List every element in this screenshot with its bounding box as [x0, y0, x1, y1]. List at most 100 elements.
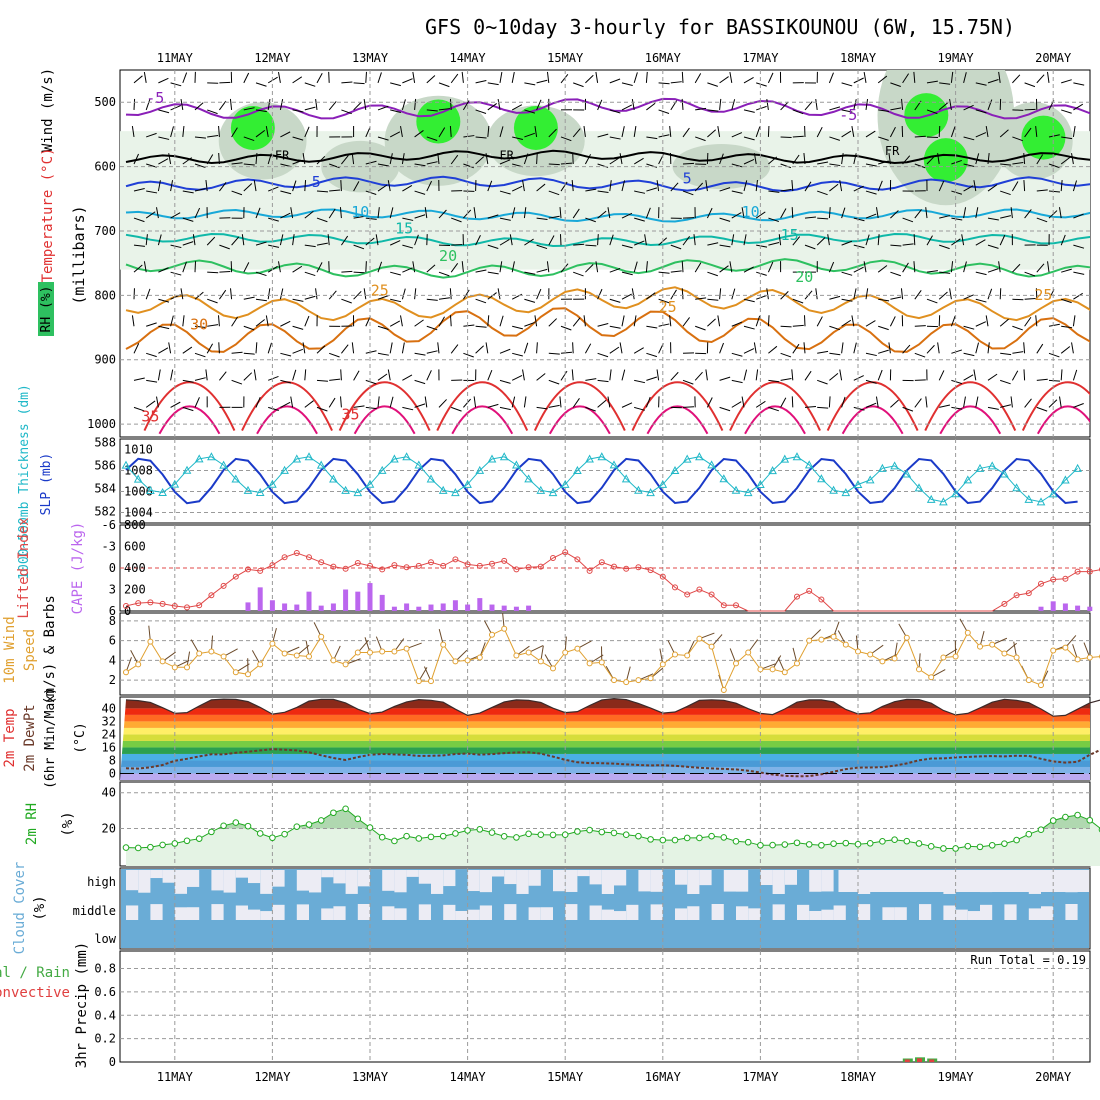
wind-speed-point	[440, 641, 447, 648]
wind-barb	[536, 183, 546, 192]
wind-barb	[865, 352, 877, 357]
wind-barb	[341, 81, 353, 84]
wind-barb	[902, 73, 910, 84]
rh-point	[317, 817, 325, 824]
wind-barb	[231, 379, 243, 385]
thickness-marker	[585, 454, 594, 463]
wind-barb	[975, 207, 979, 219]
wind-barb	[719, 406, 731, 412]
wind-barb	[156, 396, 159, 408]
wind-barb	[218, 125, 220, 137]
wind-speed-point	[891, 655, 898, 662]
wind-barb	[536, 373, 546, 381]
rh-point	[683, 834, 691, 842]
wind-barb	[231, 351, 243, 354]
thickness-marker	[499, 452, 509, 461]
temp-band-3	[120, 753, 1090, 761]
lifted-index-point	[794, 593, 800, 600]
wind-barb	[815, 98, 818, 110]
lifted-index-point	[1074, 568, 1081, 575]
cloud-gap-high	[126, 870, 139, 891]
wind-barb	[719, 217, 731, 222]
lifted-index-point	[196, 602, 203, 609]
wind-barb	[682, 127, 690, 138]
wind-barb	[694, 182, 704, 192]
wind-barb	[377, 163, 389, 167]
isotherm-label: 35	[141, 408, 159, 426]
isotherm-arch-red	[1021, 381, 1090, 431]
wind-barb	[573, 82, 584, 88]
wind-barb	[572, 317, 581, 327]
thickness-marker	[219, 460, 228, 469]
slp-tick: 1010	[124, 443, 153, 457]
wind-barb	[389, 320, 401, 327]
li-tick: 3	[109, 583, 116, 597]
wind-speed-point	[1074, 656, 1081, 663]
rh-point	[732, 838, 740, 845]
rh-point	[793, 839, 801, 847]
thickness-marker	[365, 479, 375, 488]
wind-barb	[1036, 154, 1044, 165]
wind-barb	[877, 75, 888, 84]
wind-barb	[901, 98, 904, 110]
rh-point	[500, 833, 508, 840]
lifted-index-point	[696, 586, 703, 593]
wind-barb	[475, 156, 485, 165]
wind-barb	[1048, 323, 1060, 327]
rh-point	[659, 836, 667, 844]
wind-barb	[414, 98, 417, 110]
cape-bar	[355, 591, 361, 611]
run-total-label: Run Total = 0.19	[970, 953, 1086, 967]
cape-bar	[391, 606, 397, 611]
wind-barb	[292, 348, 304, 354]
wind-barb	[998, 261, 1001, 273]
thickness-marker	[768, 466, 777, 475]
wind-barb	[658, 82, 670, 85]
thickness-marker	[1061, 475, 1070, 484]
wind-barb	[170, 126, 174, 138]
thickness-marker	[1048, 489, 1058, 498]
wind-barb	[939, 271, 951, 274]
wind-barb	[1048, 134, 1060, 138]
wind-barb	[133, 153, 139, 165]
wind-barb	[950, 71, 954, 83]
wind-barb	[402, 217, 414, 221]
rh-point	[549, 831, 557, 839]
wind-barb	[827, 234, 830, 246]
wind-barb	[316, 72, 323, 84]
wind-barb	[316, 262, 323, 273]
wind-barb	[1036, 378, 1048, 381]
wind-barb	[450, 344, 459, 354]
wind-barb	[290, 207, 294, 219]
wind-barb	[865, 379, 877, 384]
rh-point	[720, 834, 728, 841]
thickness-marker	[414, 460, 424, 469]
thickness-marker	[731, 485, 741, 494]
wind-barb	[926, 344, 935, 354]
cloud-gap-high-end	[838, 870, 1089, 892]
wind-barb	[841, 298, 853, 302]
wind-speed-point	[855, 648, 861, 655]
cape-bar	[379, 594, 385, 611]
wind-barb	[328, 71, 330, 83]
wind-barb	[645, 261, 648, 273]
wind-barb	[182, 190, 194, 194]
wind-barb	[304, 210, 314, 219]
li-tick: -6	[102, 518, 116, 532]
rh2m-axis-title-2: (%)	[60, 811, 76, 836]
wind-barb	[206, 236, 216, 246]
rh-point	[513, 834, 520, 841]
cloud-axis-title-2: (%)	[32, 895, 48, 920]
wind-speed-tick: 2	[109, 673, 116, 687]
wind-barb	[938, 291, 948, 300]
isotherm-arch-magenta	[158, 405, 221, 435]
day-label-bottom: 18MAY	[840, 1070, 877, 1084]
wind-barb	[914, 163, 926, 169]
wind-barb	[194, 163, 206, 169]
wind-barb	[426, 298, 438, 301]
wind-barb	[353, 290, 362, 300]
wind-barb	[694, 262, 702, 273]
wind-barb	[829, 106, 841, 111]
cloud-gap-high	[162, 870, 175, 883]
wind-barb	[560, 325, 572, 331]
